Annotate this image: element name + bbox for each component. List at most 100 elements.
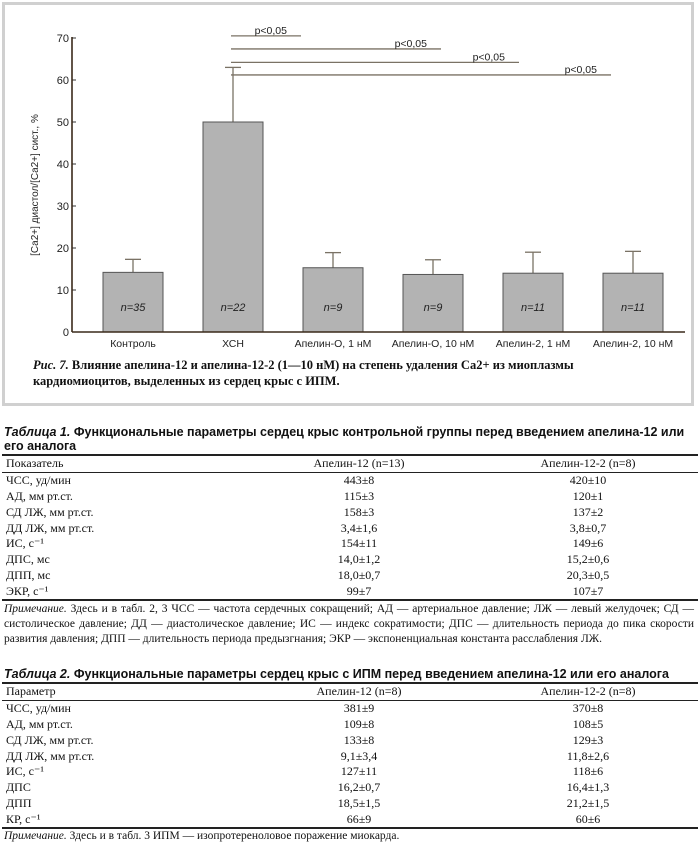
table-cell: 158±3	[343, 504, 375, 519]
table-cell: 9,1±3,4	[340, 748, 378, 763]
table-cell: 129±3	[572, 732, 604, 747]
table-cell: 3,8±0,7	[569, 520, 607, 535]
y-tick-label: 70	[57, 33, 69, 45]
significance-label: p<0,05	[255, 25, 288, 37]
table-row: ИС, с⁻¹ 154±11 149±6	[2, 536, 698, 552]
y-tick-label: 60	[57, 75, 69, 87]
table-row: ДПС 16,2±0,7 16,4±1,3	[2, 780, 698, 796]
table-row: ДД ЛЖ, мм рт.ст. 9,1±3,4 11,8±2,6	[2, 748, 698, 764]
n-label: n=22	[221, 302, 246, 314]
table-cell: 133±8	[343, 732, 375, 747]
table-cell: 154±11	[340, 536, 378, 551]
table-cell: 3,4±1,6	[340, 520, 378, 535]
table-cell: 108±5	[572, 716, 604, 731]
figure-caption: Рис. 7. Влияние апелина-12 и апелина-12-…	[33, 357, 673, 389]
significance-label: p<0,05	[395, 38, 428, 50]
table-row: КР, с⁻¹ 66±9 60±6	[2, 811, 698, 829]
table-row: ДПС, мс 14,0±1,2 15,2±0,6	[2, 552, 698, 568]
table-cell: 443±8	[343, 473, 375, 488]
table-cell: 14,0±1,2	[337, 552, 381, 567]
table-cell: СД ЛЖ, мм рт.ст.	[6, 732, 94, 747]
table-cell: КР, с⁻¹	[6, 811, 41, 826]
n-label: n=9	[424, 302, 443, 314]
table-cell: 60±6	[575, 811, 601, 826]
n-label: n=11	[521, 302, 545, 314]
y-tick-label: 30	[57, 201, 69, 213]
table1-title: Таблица 1. Функциональные параметры серд…	[4, 425, 694, 453]
table-cell: 370±8	[572, 701, 604, 716]
table-row: СД ЛЖ, мм рт.ст. 133±8 129±3	[2, 732, 698, 748]
table-cell: 18,5±1,5	[337, 795, 381, 810]
table2-note: Примечание. Здесь и в табл. 3 ИПМ — изоп…	[4, 829, 694, 844]
x-tick-label: Апелин-2, 1 нМ	[496, 338, 570, 350]
table-cell: 20,3±0,5	[566, 567, 610, 582]
table2: Параметр Апелин-12 (n=8) Апелин-12-2 (n=8)…	[2, 682, 698, 829]
table-row: СД ЛЖ, мм рт.ст. 158±3 137±2	[2, 504, 698, 520]
table-row: ИС, с⁻¹ 127±11 118±6	[2, 764, 698, 780]
table1: Показатель Апелин-12 (n=13) Апелин-12-2 (n…	[2, 454, 698, 601]
caption-label: Рис. 7.	[33, 358, 69, 372]
table-cell: 149±6	[572, 536, 604, 551]
table-cell: 11,8±2,6	[566, 748, 610, 763]
table-cell: 127±11	[340, 764, 378, 779]
y-tick-label: 10	[57, 285, 69, 297]
column-header: Показатель	[6, 456, 64, 471]
table-cell: ЧСС, уд/мин	[6, 473, 71, 488]
table-cell: АД, мм рт.ст.	[6, 488, 73, 503]
caption-text: Влияние апелина-12 и апелина-12-2 (1—10 …	[33, 358, 574, 388]
bar	[102, 271, 164, 333]
table-cell: 16,4±1,3	[566, 780, 610, 795]
table-row: АД, мм рт.ст. 109±8 108±5	[2, 717, 698, 733]
table-row: ДПП 18,5±1,5 21,2±1,5	[2, 796, 698, 812]
table-cell: 109±8	[343, 716, 375, 731]
table-row: ДПП, мс 18,0±0,7 20,3±0,5	[2, 568, 698, 584]
y-tick-label: 0	[63, 327, 69, 339]
x-tick-label: Апелин-О, 1 нМ	[295, 338, 372, 350]
figure-7: n=35 Контроль n=22 ХСН n=9 Апелин-О, 1 нМ n=9 А…	[2, 2, 694, 406]
table-cell: 15,2±0,6	[566, 552, 610, 567]
column-header: Апелин-12 (n=13)	[313, 456, 405, 471]
table-row: АД, мм рт.ст. 115±3 120±1	[2, 489, 698, 505]
table-cell: 118±6	[572, 764, 604, 779]
x-tick-label: ХСН	[222, 338, 244, 350]
table2-title-text: Функциональные параметры сердец крыс с И…	[70, 667, 669, 681]
x-tick-label: Апелин-О, 10 нМ	[392, 338, 475, 350]
table-row: ДД ЛЖ, мм рт.ст. 3,4±1,6 3,8±0,7	[2, 520, 698, 536]
table-cell: 137±2	[572, 504, 604, 519]
y-axis-label: [Ca2+] диастол/[Ca2+] сист., %	[30, 114, 41, 256]
bar-chart: n=35 Контроль n=22 ХСН n=9 Апелин-О, 1 нМ n=9 А…	[30, 25, 685, 350]
table-cell: 21,2±1,5	[566, 795, 610, 810]
column-header: Апелин-12-2 (n=8)	[540, 684, 636, 699]
bar	[202, 121, 264, 333]
table-cell: ДПП, мс	[6, 567, 51, 582]
table-cell: ИС, с⁻¹	[6, 764, 44, 779]
table-cell: ДПП	[6, 795, 32, 810]
note-label: Примечание.	[4, 603, 67, 615]
n-label: n=35	[121, 302, 147, 314]
x-tick-label: Контроль	[110, 338, 156, 350]
note-text: Здесь и в табл. 2, 3 ЧСС — частота серде…	[4, 603, 694, 645]
table-cell: 120±1	[572, 488, 604, 503]
table-cell: 420±10	[569, 473, 607, 488]
table-header-row: Показатель Апелин-12 (n=13) Апелин-12-2 (n…	[2, 455, 698, 473]
table-cell: ЧСС, уд/мин	[6, 701, 71, 716]
bar	[602, 272, 664, 333]
table-cell: СД ЛЖ, мм рт.ст.	[6, 504, 94, 519]
table-cell: ЭКР, с⁻¹	[6, 583, 49, 598]
table-cell: ДПС	[6, 780, 31, 795]
table2-title: Таблица 2. Функциональные параметры серд…	[4, 667, 694, 681]
table-cell: 115±3	[343, 488, 375, 503]
y-tick-label: 20	[57, 243, 69, 255]
significance-label: p<0,05	[473, 51, 506, 63]
table-cell: 16,2±0,7	[337, 780, 381, 795]
table-cell: 18,0±0,7	[337, 567, 381, 582]
table-cell: ИС, с⁻¹	[6, 536, 44, 551]
y-tick-label: 40	[57, 159, 69, 171]
n-label: n=9	[324, 302, 343, 314]
column-header: Апелин-12 (n=8)	[316, 684, 402, 699]
table-cell: 66±9	[346, 811, 372, 826]
table-cell: 99±7	[346, 583, 372, 598]
column-header: Апелин-12-2 (n=8)	[540, 456, 636, 471]
table-header-row: Параметр Апелин-12 (n=8) Апелин-12-2 (n=8)	[2, 683, 698, 701]
table-cell: 107±7	[572, 583, 604, 598]
